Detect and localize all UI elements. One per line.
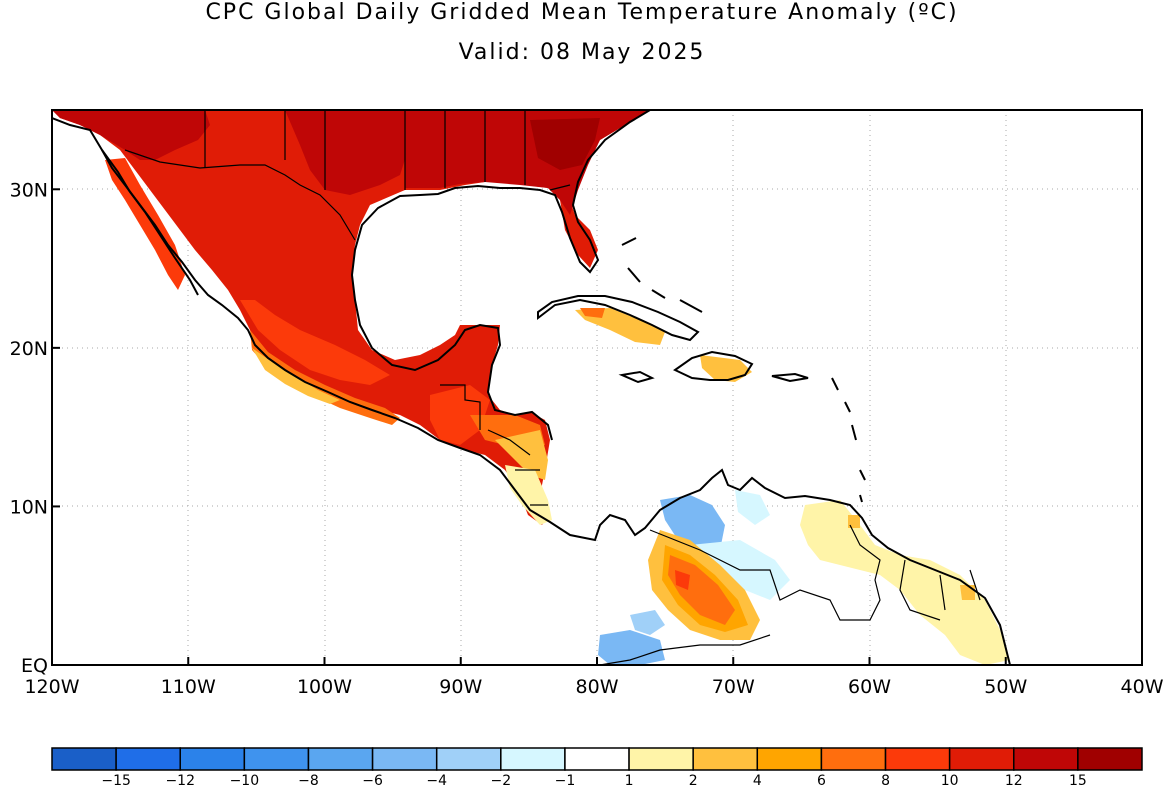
lon-tick-label: 120W xyxy=(24,676,79,698)
anomaly-deep-red-west xyxy=(52,110,210,160)
lat-tick-label: 10N xyxy=(10,496,48,518)
colorbar-label: −15 xyxy=(101,773,131,789)
colorbar-swatch xyxy=(179,747,246,771)
lon-tick-label: 80W xyxy=(576,676,619,698)
anomaly-cuba-orange xyxy=(580,308,605,318)
border-central-america xyxy=(487,429,548,506)
gridlines xyxy=(52,110,1142,665)
colorbar-label: −8 xyxy=(298,773,319,789)
border-us-mexico xyxy=(124,149,356,241)
anomaly-mexico-interior-lighter xyxy=(240,300,390,385)
coastline-hispaniola xyxy=(673,350,754,381)
lat-tick-label: 20N xyxy=(10,338,48,360)
coastline-jamaica xyxy=(618,370,655,384)
coastlines xyxy=(52,110,1011,665)
anomaly-mexico-coast-yellow-fringe xyxy=(252,348,340,404)
anomaly-colombia-warm-core xyxy=(668,555,735,625)
colorbar-label: −12 xyxy=(165,773,195,789)
lon-tick-label: 60W xyxy=(848,676,891,698)
colorbar-swatch xyxy=(51,747,117,771)
political-borders xyxy=(124,110,981,665)
anomaly-ecuador-light-blue xyxy=(630,610,665,635)
anomaly-nicaragua-amber xyxy=(495,430,548,480)
colorbar-label: 1 xyxy=(625,773,634,789)
colorbar-swatch xyxy=(1077,747,1143,771)
lat-tick-label: 30N xyxy=(10,179,48,201)
coastline-antilles xyxy=(831,377,866,503)
border-mexico-guatemala xyxy=(440,384,481,430)
border-us-states xyxy=(204,110,571,191)
colorbar-label: −10 xyxy=(230,773,260,789)
coastline-north-america xyxy=(52,117,1011,665)
colorbar-swatch xyxy=(692,747,759,771)
anomaly-venezuela-amber-spot xyxy=(848,515,860,528)
colorbar-label: 10 xyxy=(941,773,959,789)
border-south-america xyxy=(599,524,981,665)
colorbar-swatch xyxy=(1013,747,1079,771)
colorbar-label: 8 xyxy=(881,773,890,789)
lat-tick-label: EQ xyxy=(21,655,48,677)
colorbar-swatch xyxy=(115,747,181,771)
lon-tick-label: 90W xyxy=(439,676,482,698)
lon-tick-label: 70W xyxy=(712,676,755,698)
colorbar-label: 4 xyxy=(753,773,762,789)
colorbar-label: −4 xyxy=(426,773,447,789)
lon-tick-label: 100W xyxy=(297,676,352,698)
colorbar: −15 −12 −10 −8 −6 −4 −2 −1 1 2 4 6 8 10 12 15 xyxy=(51,747,1143,789)
colorbar-swatch xyxy=(820,747,887,771)
colorbar-label: 6 xyxy=(817,773,826,789)
coastline-puerto-rico xyxy=(771,372,809,383)
anomaly-hispaniola-amber xyxy=(700,355,752,382)
anomaly-guiana-amber-spot xyxy=(960,585,975,600)
colorbar-label: 12 xyxy=(1005,773,1023,789)
colorbar-label: 2 xyxy=(689,773,698,789)
lon-tick-label: 50W xyxy=(984,676,1027,698)
colorbar-label: −1 xyxy=(555,773,576,789)
anomaly-cyan-east-venezuela xyxy=(735,490,770,525)
anomaly-ecuador-cool xyxy=(598,630,665,665)
coastline-gulf xyxy=(350,110,651,441)
colorbar-swatch xyxy=(948,747,1015,771)
colorbar-swatch xyxy=(564,747,630,771)
anomaly-mexico-coast-orange xyxy=(250,330,400,425)
anomaly-deep-red-southeast-us xyxy=(405,110,650,215)
chart-title: CPC Global Daily Gridded Mean Temperatur… xyxy=(205,0,959,25)
anomaly-costa-rica-yellow xyxy=(505,465,552,525)
colorbar-swatch xyxy=(756,747,823,771)
anomaly-guiana-yellow xyxy=(800,500,1010,665)
anomaly-colombia-cool xyxy=(660,495,725,555)
colorbar-swatch xyxy=(307,747,374,771)
coastline-baja xyxy=(101,149,199,296)
colorbar-label: −6 xyxy=(362,773,383,789)
coastline-bahamas xyxy=(621,237,703,313)
map-axes: 120W 110W 100W 90W 80W 70W 60W 50W 40W EQ 10N 20N 30… xyxy=(10,179,1164,698)
colorbar-swatch xyxy=(884,747,951,771)
colorbar-swatch xyxy=(500,747,566,771)
lon-tick-label: 110W xyxy=(161,676,216,698)
colorbar-swatch xyxy=(435,747,502,771)
anomaly-guatemala-red xyxy=(430,385,490,445)
anomaly-baja-coast xyxy=(105,158,185,290)
anomaly-darkest-florida-panhandle xyxy=(530,118,600,170)
coastline-cuba xyxy=(537,295,700,342)
anomaly-colombia-red-spot xyxy=(675,570,690,590)
anomaly-shading xyxy=(52,110,1010,665)
colorbar-swatch xyxy=(243,747,310,771)
colorbar-swatch xyxy=(628,747,694,771)
colorbar-swatch xyxy=(371,747,438,771)
colorbar-label: 15 xyxy=(1069,773,1087,789)
colorbar-label: −2 xyxy=(491,773,512,789)
anomaly-deep-red-texas xyxy=(285,110,408,195)
lon-tick-label: 40W xyxy=(1121,676,1164,698)
chart-subtitle: Valid: 08 May 2025 xyxy=(458,40,706,65)
